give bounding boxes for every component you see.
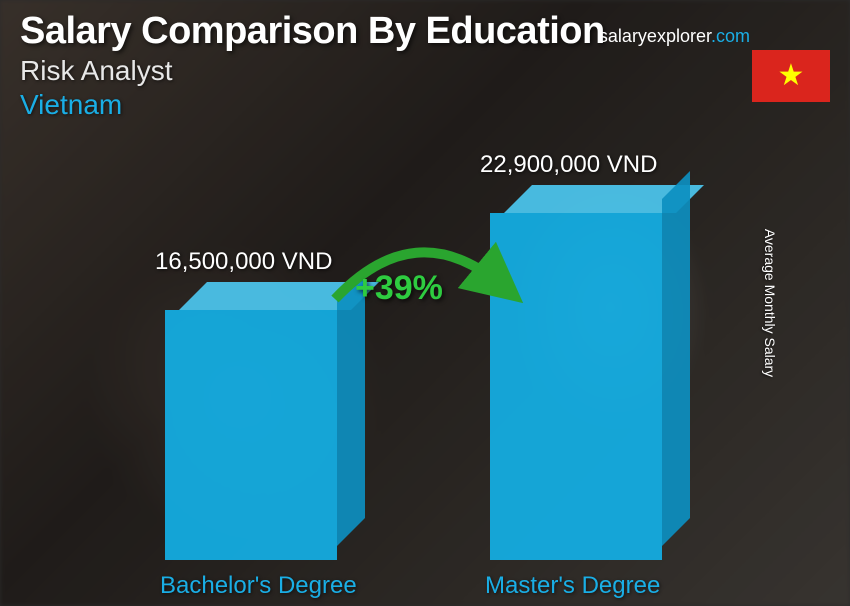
bar-category-label: Master's Degree xyxy=(485,572,660,600)
page-title: Salary Comparison By Education xyxy=(20,10,605,53)
bar-value-label: 22,900,000 VND xyxy=(480,151,657,179)
bar-side xyxy=(662,171,690,546)
country-name: Vietnam xyxy=(20,89,605,121)
site-branding: salaryexplorer.com xyxy=(599,26,750,47)
brand-tld: .com xyxy=(711,26,750,46)
bar-value-label: 16,500,000 VND xyxy=(155,248,332,276)
brand-name: salaryexplorer xyxy=(599,26,711,46)
bar-front xyxy=(165,310,337,560)
bar-chart: 16,500,000 VND Bachelor's Degree 22,900,00… xyxy=(0,146,850,606)
star-icon: ★ xyxy=(778,61,805,91)
vietnam-flag-icon: ★ xyxy=(752,50,830,102)
percent-increase-badge: +39% xyxy=(355,269,443,308)
bar-category-label: Bachelor's Degree xyxy=(160,572,357,600)
header: Salary Comparison By Education Risk Anal… xyxy=(20,10,605,121)
job-title: Risk Analyst xyxy=(20,55,605,87)
